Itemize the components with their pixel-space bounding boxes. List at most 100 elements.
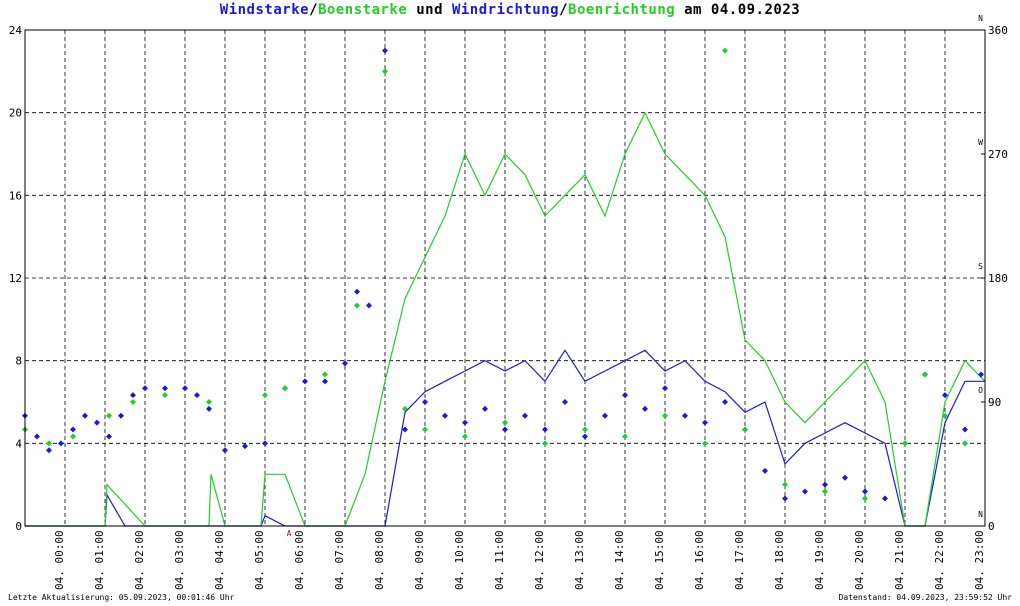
x-tick-label: 04. 23:00 — [973, 530, 986, 590]
y-right-tick-label: 360 — [988, 24, 1008, 37]
point-windrichtung — [978, 371, 984, 378]
grid — [25, 30, 985, 526]
point-windrichtung — [70, 426, 76, 433]
point-windrichtung — [402, 426, 408, 433]
point-windrichtung — [58, 440, 64, 447]
point-boenrichtung — [782, 481, 788, 488]
x-tick-label: 04. 09:00 — [413, 530, 426, 590]
point-windrichtung — [562, 399, 568, 405]
point-windrichtung — [682, 412, 688, 419]
point-windrichtung — [322, 378, 328, 385]
point-boenrichtung — [262, 392, 268, 399]
x-tick-label: 04. 21:00 — [893, 530, 906, 590]
point-windrichtung — [842, 474, 848, 481]
x-tick-label: 04. 07:00 — [333, 530, 346, 590]
point-boenrichtung — [722, 47, 728, 54]
x-tick-label: 04. 02:00 — [133, 530, 146, 590]
point-boenrichtung — [322, 371, 328, 378]
point-windrichtung — [662, 385, 668, 392]
point-windrichtung — [342, 360, 348, 367]
point-windrichtung — [462, 419, 468, 426]
point-windrichtung — [242, 443, 248, 450]
x-tick-label: 04. 06:00 — [293, 530, 306, 590]
point-windrichtung — [162, 385, 168, 392]
series-line-boenstarke — [25, 111, 986, 527]
point-windrichtung — [130, 392, 136, 399]
y-right-tick-label: 270 — [988, 148, 1008, 161]
x-tick-label: 04. 04:00 — [213, 530, 226, 590]
point-windrichtung — [46, 447, 52, 454]
footer-last-update: Letzte Aktualisierung: 05.09.2023, 00:01… — [8, 593, 235, 602]
point-windrichtung — [302, 378, 308, 385]
x-tick-label: 04. 14:00 — [613, 530, 626, 590]
point-boenrichtung — [402, 405, 408, 412]
y-left-tick-label: 12 — [9, 272, 22, 285]
point-boenrichtung — [162, 392, 168, 399]
y-right-tick-label: 180 — [988, 272, 1008, 285]
point-windrichtung — [422, 399, 428, 405]
point-windrichtung — [522, 412, 528, 419]
point-boenrichtung — [922, 371, 928, 378]
point-windrichtung — [642, 405, 648, 412]
point-boenrichtung — [742, 426, 748, 433]
point-boenrichtung — [822, 488, 828, 495]
direction-label: N — [978, 14, 983, 23]
point-windrichtung — [882, 495, 888, 502]
point-windrichtung — [862, 488, 868, 495]
title-date: am 04.09.2023 — [675, 2, 801, 18]
point-boenrichtung — [702, 440, 708, 447]
x-tick-label: 04. 12:00 — [533, 530, 546, 590]
point-windrichtung — [366, 302, 372, 309]
direction-label: W — [978, 138, 983, 147]
point-windrichtung — [702, 419, 708, 426]
point-boenrichtung — [422, 426, 428, 433]
y-left-tick-label: 4 — [15, 437, 22, 450]
point-boenrichtung — [382, 68, 388, 75]
title-boenrichtung: Boenrichtung — [568, 2, 676, 18]
point-boenrichtung — [354, 302, 360, 309]
point-windrichtung — [354, 288, 360, 295]
direction-label: O — [978, 386, 983, 395]
x-tick-label: 04. 00:00 — [53, 530, 66, 590]
direction-label: S — [978, 262, 983, 271]
point-windrichtung — [582, 433, 588, 440]
x-tick-label: 04. 03:00 — [173, 530, 186, 590]
point-boenrichtung — [962, 440, 968, 447]
point-windrichtung — [182, 385, 188, 392]
point-windrichtung — [622, 392, 628, 399]
y-left-tick-label: 16 — [9, 189, 22, 202]
point-windrichtung — [194, 392, 200, 399]
footer-data-status: Datenstand: 04.09.2023, 23:59:52 Uhr — [838, 593, 1012, 602]
y-right-tick-label: 0 — [988, 520, 995, 533]
x-tick-label: 04. 15:00 — [653, 530, 666, 590]
x-tick-label: 04. 17:00 — [733, 530, 746, 590]
point-windrichtung — [602, 412, 608, 419]
point-boenrichtung — [46, 440, 52, 447]
point-windrichtung — [94, 419, 100, 426]
x-tick-label: 04. 10:00 — [453, 530, 466, 590]
point-windrichtung — [722, 399, 728, 405]
point-windrichtung — [262, 440, 268, 447]
point-windrichtung — [142, 385, 148, 392]
chart-title: Windstarke/Boenstarke und Windrichtung/B… — [0, 2, 1020, 18]
point-boenrichtung — [662, 412, 668, 419]
point-windrichtung — [782, 495, 788, 502]
x-tick-label: 04. 11:00 — [493, 530, 506, 590]
point-boenrichtung — [462, 433, 468, 440]
point-boenrichtung — [282, 385, 288, 392]
y-left-tick-label: 20 — [9, 107, 22, 120]
point-windrichtung — [762, 467, 768, 474]
marker-label: A — [287, 529, 292, 538]
point-boenrichtung — [130, 399, 136, 405]
x-tick-label: 04. 16:00 — [693, 530, 706, 590]
point-windrichtung — [822, 481, 828, 488]
point-boenrichtung — [502, 419, 508, 426]
title-windstarke: Windstarke — [219, 2, 310, 18]
point-windrichtung — [34, 433, 40, 440]
y-left-tick-label: 0 — [15, 520, 22, 533]
point-windrichtung — [942, 392, 948, 399]
x-tick-label: 04. 13:00 — [573, 530, 586, 590]
y-right-tick-label: 90 — [988, 396, 1001, 409]
x-tick-label: 04. 18:00 — [773, 530, 786, 590]
point-boenrichtung — [206, 399, 212, 405]
